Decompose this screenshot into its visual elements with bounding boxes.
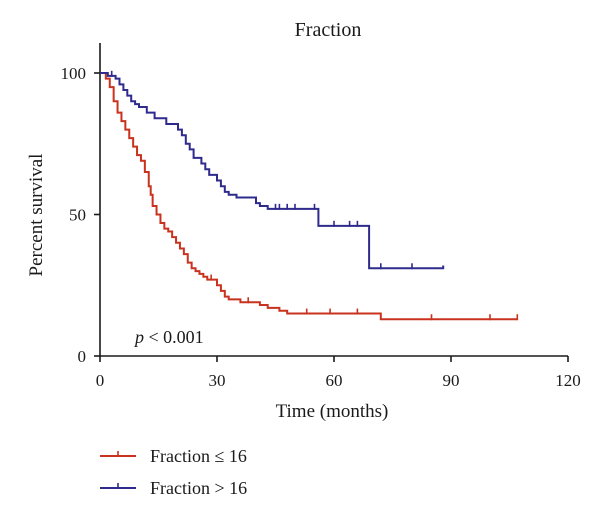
chart-title: Fraction	[295, 19, 362, 41]
legend-label: Fraction ≤ 16	[150, 446, 247, 466]
x-tick-label: 30	[209, 371, 226, 390]
p-value-text: < 0.001	[144, 327, 204, 347]
y-ticks: 0 50 100	[61, 64, 100, 366]
p-symbol: p	[133, 327, 144, 347]
x-tick-label: 0	[96, 371, 105, 390]
x-tick-label: 120	[555, 371, 581, 390]
y-axis-label: Percent survival	[26, 154, 47, 277]
x-axis-label: Time (months)	[276, 401, 389, 422]
y-tick-label: 50	[69, 206, 86, 225]
series-line-2	[100, 72, 445, 270]
x-tick-label: 60	[326, 371, 343, 390]
x-tick-label: 90	[443, 371, 460, 390]
legend-label: Fraction > 16	[150, 478, 247, 498]
p-value-annotation: p < 0.001	[133, 327, 204, 347]
y-tick-label: 100	[61, 64, 87, 83]
series-layer	[100, 70, 519, 321]
series-line-1	[100, 72, 518, 321]
legend: Fraction ≤ 16 Fraction > 16	[100, 446, 247, 498]
x-ticks: 0 30 60 90 120	[96, 356, 581, 390]
y-tick-label: 0	[78, 347, 87, 366]
